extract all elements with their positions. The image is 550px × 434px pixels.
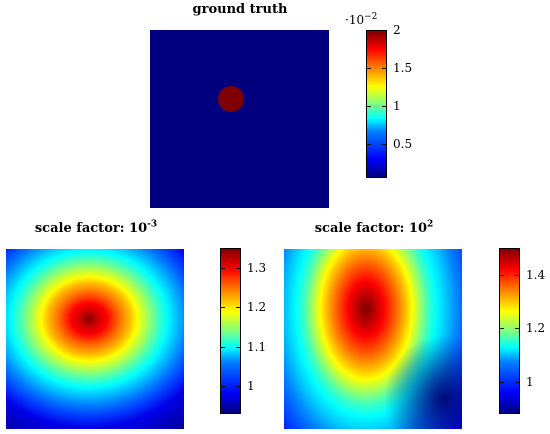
colorbar-2-tick-label: 1.4 xyxy=(526,268,546,282)
ground-truth-title: ground truth xyxy=(192,2,288,17)
colorbar-0-tick-label: 1 xyxy=(393,99,401,113)
colorbar-1-tickmark xyxy=(236,347,240,348)
ground-truth-disk xyxy=(218,86,244,112)
colorbar-1-tickmark xyxy=(221,386,225,387)
colorbar-2-tickmark xyxy=(515,275,519,276)
colorbar-0-multiplier: ·10−2 xyxy=(345,12,378,27)
colorbar-1 xyxy=(220,248,241,414)
colorbar-1-tickmark xyxy=(221,307,225,308)
colorbar-1-tickmark xyxy=(221,347,225,348)
colorbar-1-tick-label: 1.1 xyxy=(247,340,267,354)
scale-factor-1-title: scale factor: 10-3 xyxy=(34,219,158,236)
colorbar-1-tickmark xyxy=(236,307,240,308)
colorbar-1-tickmark xyxy=(236,268,240,269)
colorbar-1-tickmark xyxy=(236,386,240,387)
colorbar-0-tickmark xyxy=(382,30,386,31)
colorbar-0-tick-label: 1.5 xyxy=(393,61,413,75)
scale-factor-1-heatmap xyxy=(6,249,184,429)
colorbar-0-tickmark xyxy=(382,106,386,107)
colorbar-1-tick-label: 1.3 xyxy=(247,261,267,275)
colorbar-1-tickmark xyxy=(221,268,225,269)
scale-factor-2-title: scale factor: 102 xyxy=(314,219,434,236)
colorbar-0-tickmark xyxy=(382,68,386,69)
ground-truth-heatmap xyxy=(150,30,329,208)
colorbar-2-tickmark xyxy=(500,328,504,329)
colorbar-2-tickmark xyxy=(515,328,519,329)
colorbar-2-tick-label: 1 xyxy=(526,375,534,389)
colorbar-0-tickmark xyxy=(367,30,371,31)
colorbar-2-tickmark xyxy=(515,382,519,383)
colorbar-1-tick-label: 1 xyxy=(247,379,255,393)
colorbar-2-tickmark xyxy=(500,382,504,383)
colorbar-2 xyxy=(499,248,520,414)
scale-factor-2-heatmap xyxy=(284,249,462,429)
colorbar-0-tick-label: 0.5 xyxy=(393,137,413,151)
colorbar-0-tickmark xyxy=(367,68,371,69)
colorbar-2-tickmark xyxy=(500,275,504,276)
colorbar-0-tick-label: 2 xyxy=(393,23,401,37)
colorbar-1-tick-label: 1.2 xyxy=(247,300,267,314)
colorbar-0 xyxy=(366,30,387,178)
colorbar-0-tickmark xyxy=(382,144,386,145)
colorbar-2-tick-label: 1.2 xyxy=(526,321,546,335)
colorbar-0-tickmark xyxy=(367,144,371,145)
colorbar-0-tickmark xyxy=(367,106,371,107)
